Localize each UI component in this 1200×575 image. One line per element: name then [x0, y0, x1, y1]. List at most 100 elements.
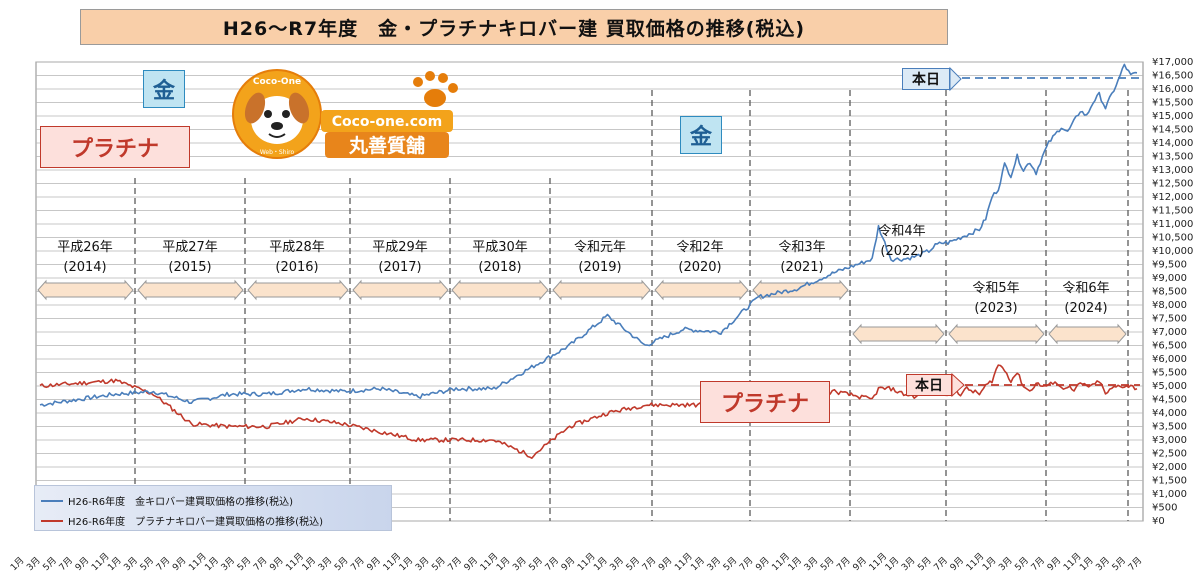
x-tick-label: 9月 — [948, 555, 966, 573]
x-tick-label: 7月 — [835, 555, 853, 573]
x-tick-label: 5月 — [138, 555, 156, 573]
today-arrow-tip-gold — [949, 66, 962, 92]
y-tick-label: ¥13,500 — [1152, 152, 1193, 163]
year-label: 令和元年 (2019) — [550, 238, 650, 278]
y-tick-label: ¥9,500 — [1152, 260, 1187, 271]
year-era: 平成27年 — [162, 240, 218, 255]
x-tick-label: 5月 — [430, 555, 448, 573]
x-tick-label: 3月 — [1094, 555, 1112, 573]
x-tick-label: 7月 — [57, 555, 75, 573]
x-tick-label: 7月 — [640, 555, 658, 573]
today-arrow-tip-platinum — [951, 372, 965, 398]
y-tick-label: ¥3,000 — [1152, 435, 1187, 446]
y-tick-label: ¥0 — [1152, 516, 1165, 527]
x-tick-label: 5月 — [721, 555, 739, 573]
year-number: (2016) — [275, 260, 319, 275]
x-tick-label: 11月 — [575, 551, 597, 573]
x-tick-label: 5月 — [624, 555, 642, 573]
y-tick-label: ¥6,000 — [1152, 354, 1187, 365]
y-tick-label: ¥15,500 — [1152, 98, 1193, 109]
year-era: 令和元年 — [573, 240, 626, 255]
x-tick-label: 3月 — [511, 555, 529, 573]
year-span-arrow — [948, 323, 1045, 345]
x-tick-label: 11月 — [1061, 551, 1083, 573]
year-span-arrow — [654, 279, 749, 301]
y-tick-label: ¥16,500 — [1152, 71, 1193, 82]
chart-legend: H26-R6年度 金キロバー建買取価格の推移(税込) H26-R6年度 プラチナ… — [34, 485, 392, 531]
year-label: 令和5年 (2023) — [946, 279, 1046, 319]
legend-item-platinum: H26-R6年度 プラチナキロバー建買取価格の推移(税込) — [41, 513, 323, 528]
y-tick-label: ¥14,500 — [1152, 125, 1193, 136]
x-tick-label: 9月 — [851, 555, 869, 573]
year-span-arrow — [852, 323, 945, 345]
x-tick-label: 7月 — [737, 555, 755, 573]
y-tick-label: ¥11,000 — [1152, 219, 1193, 230]
year-label: 平成27年 (2015) — [140, 238, 240, 278]
year-era: 令和2年 — [676, 240, 724, 255]
y-tick-label: ¥7,000 — [1152, 327, 1187, 338]
y-tick-label: ¥12,000 — [1152, 192, 1193, 203]
y-tick-label: ¥500 — [1152, 503, 1177, 514]
year-label: 平成28年 (2016) — [247, 238, 347, 278]
legend-platinum-label: H26-R6年度 プラチナキロバー建買取価格の推移(税込) — [68, 517, 323, 528]
logo-arc-text: Coco-One — [253, 77, 301, 87]
year-span-arrow — [552, 279, 651, 301]
y-tick-label: ¥4,500 — [1152, 395, 1187, 406]
x-tick-label: 9月 — [365, 555, 383, 573]
year-label: 令和2年 (2020) — [650, 238, 750, 278]
y-tick-label: ¥10,500 — [1152, 233, 1193, 244]
shop-logo: Coco-One Web・Shiro Coco-one.com 丸善質舗 — [225, 68, 465, 160]
x-tick-label: 3月 — [122, 555, 140, 573]
legend-item-gold: H26-R6年度 金キロバー建買取価格の推移(税込) — [41, 493, 293, 508]
year-label: 令和4年 (2022) — [852, 222, 952, 262]
year-span-arrow — [37, 279, 134, 301]
y-tick-label: ¥6,500 — [1152, 341, 1187, 352]
year-era: 令和6年 — [1062, 281, 1110, 296]
x-tick-label: 9月 — [1045, 555, 1063, 573]
year-label: 令和6年 (2024) — [1036, 279, 1136, 319]
x-tick-label: 3月 — [316, 555, 334, 573]
year-number: (2024) — [1064, 301, 1108, 316]
platinum-tag-mid: プラチナ — [700, 381, 830, 423]
x-tick-label: 9月 — [268, 555, 286, 573]
x-tick-label: 7月 — [349, 555, 367, 573]
year-label: 令和3年 (2021) — [752, 238, 852, 278]
y-tick-label: ¥7,500 — [1152, 314, 1187, 325]
y-tick-label: ¥12,500 — [1152, 179, 1193, 190]
x-tick-label: 11月 — [381, 551, 403, 573]
year-era: 令和5年 — [972, 281, 1020, 296]
x-tick-label: 9月 — [559, 555, 577, 573]
chart-title: H26～R7年度 金・プラチナキロバー建 買取価格の推移(税込) — [80, 9, 948, 45]
year-number: (2017) — [378, 260, 422, 275]
y-tick-label: ¥14,000 — [1152, 138, 1193, 149]
y-tick-label: ¥10,000 — [1152, 246, 1193, 257]
y-tick-label: ¥9,000 — [1152, 273, 1187, 284]
series-platinum — [39, 364, 1138, 460]
y-tick-label: ¥5,500 — [1152, 368, 1187, 379]
x-tick-label: 3月 — [705, 555, 723, 573]
x-tick-label: 5月 — [1110, 555, 1128, 573]
x-tick-label: 5月 — [41, 555, 59, 573]
platinum-tag-left: プラチナ — [40, 126, 190, 168]
year-era: 令和3年 — [778, 240, 826, 255]
x-tick-label: 7月 — [446, 555, 464, 573]
year-span-arrow — [451, 279, 549, 301]
year-number: (2019) — [578, 260, 622, 275]
x-tick-label: 11月 — [478, 551, 500, 573]
x-tick-label: 7月 — [932, 555, 950, 573]
logo-site-text: Coco-one.com — [332, 114, 443, 130]
x-tick-label: 3月 — [608, 555, 626, 573]
today-guides — [949, 66, 1140, 398]
x-axis-ticks: 1月3月5月7月9月11月1月3月5月7月9月11月1月3月5月7月9月11月1… — [8, 551, 1144, 573]
x-tick-label: 5月 — [1013, 555, 1031, 573]
x-tick-label: 7月 — [1029, 555, 1047, 573]
y-tick-label: ¥11,500 — [1152, 206, 1193, 217]
x-tick-label: 11月 — [770, 551, 792, 573]
x-tick-label: 5月 — [527, 555, 545, 573]
x-tick-label: 7月 — [543, 555, 561, 573]
x-tick-label: 11月 — [89, 551, 111, 573]
year-span-arrow — [247, 279, 349, 301]
year-number: (2015) — [168, 260, 212, 275]
year-number: (2023) — [974, 301, 1018, 316]
gold-tag-mid: 金 — [680, 116, 722, 154]
